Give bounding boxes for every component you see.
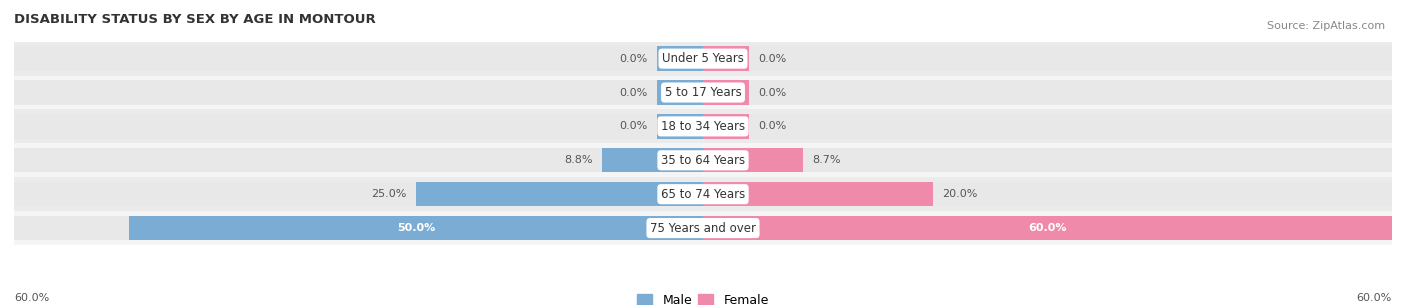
Legend: Male, Female: Male, Female bbox=[633, 289, 773, 305]
Text: 8.7%: 8.7% bbox=[813, 155, 841, 165]
Bar bbox=[14, 182, 703, 206]
Bar bbox=[703, 216, 1392, 240]
Text: 18 to 34 Years: 18 to 34 Years bbox=[661, 120, 745, 133]
Bar bbox=[14, 216, 703, 240]
Bar bbox=[14, 143, 1392, 177]
Bar bbox=[14, 42, 1392, 76]
Bar bbox=[703, 114, 1392, 138]
Bar bbox=[14, 76, 1392, 109]
Text: 0.0%: 0.0% bbox=[620, 54, 648, 64]
Bar bbox=[14, 109, 1392, 143]
Bar bbox=[703, 114, 749, 138]
Bar bbox=[703, 46, 749, 71]
Bar bbox=[14, 46, 703, 71]
Text: 25.0%: 25.0% bbox=[371, 189, 406, 199]
Text: 8.8%: 8.8% bbox=[564, 155, 593, 165]
Text: 35 to 64 Years: 35 to 64 Years bbox=[661, 154, 745, 167]
Bar bbox=[657, 80, 703, 105]
Bar bbox=[14, 80, 703, 105]
Text: 50.0%: 50.0% bbox=[396, 223, 434, 233]
Bar bbox=[703, 80, 1392, 105]
Text: 75 Years and over: 75 Years and over bbox=[650, 221, 756, 235]
Bar bbox=[703, 216, 1392, 240]
Text: Source: ZipAtlas.com: Source: ZipAtlas.com bbox=[1267, 21, 1385, 31]
Bar bbox=[14, 148, 703, 173]
Text: 0.0%: 0.0% bbox=[758, 121, 786, 131]
Bar bbox=[703, 46, 1392, 71]
Text: 60.0%: 60.0% bbox=[1028, 223, 1067, 233]
Text: 60.0%: 60.0% bbox=[1357, 293, 1392, 303]
Bar bbox=[14, 114, 703, 138]
Bar bbox=[703, 148, 803, 173]
Text: 0.0%: 0.0% bbox=[620, 121, 648, 131]
Text: 20.0%: 20.0% bbox=[942, 189, 977, 199]
Text: Under 5 Years: Under 5 Years bbox=[662, 52, 744, 65]
Text: 65 to 74 Years: 65 to 74 Years bbox=[661, 188, 745, 201]
Bar bbox=[416, 182, 703, 206]
Bar bbox=[703, 80, 749, 105]
Text: 5 to 17 Years: 5 to 17 Years bbox=[665, 86, 741, 99]
Text: 0.0%: 0.0% bbox=[758, 88, 786, 98]
Bar bbox=[703, 182, 932, 206]
Bar bbox=[602, 148, 703, 173]
Bar bbox=[657, 114, 703, 138]
Text: 0.0%: 0.0% bbox=[620, 88, 648, 98]
Text: DISABILITY STATUS BY SEX BY AGE IN MONTOUR: DISABILITY STATUS BY SEX BY AGE IN MONTO… bbox=[14, 13, 375, 26]
Bar bbox=[14, 211, 1392, 245]
Text: 0.0%: 0.0% bbox=[758, 54, 786, 64]
Bar bbox=[703, 148, 1392, 173]
Text: 60.0%: 60.0% bbox=[14, 293, 49, 303]
Bar bbox=[129, 216, 703, 240]
Bar bbox=[703, 182, 1392, 206]
Bar bbox=[657, 46, 703, 71]
Bar bbox=[14, 177, 1392, 211]
